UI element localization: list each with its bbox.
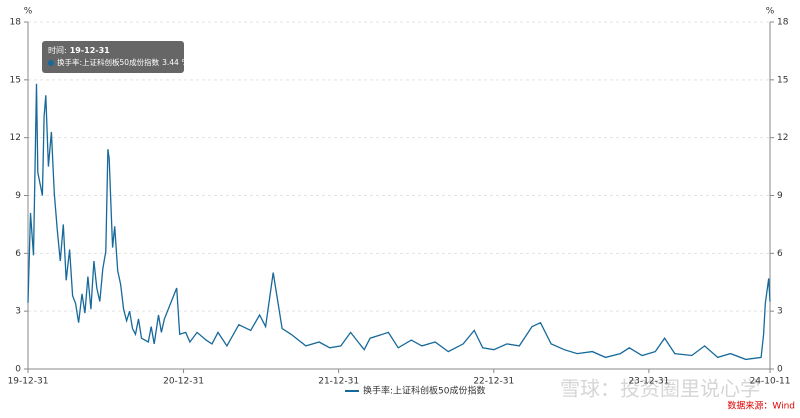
tooltip-time: 时间: 19-12-31 [48,45,110,55]
tooltip-unit: % [182,58,189,67]
x-tick-label: 19-12-31 [8,377,49,387]
y2-unit: % [766,7,775,17]
y-unit: % [24,7,33,17]
y-tick-label: 9 [15,191,21,201]
y-tick-label: 6 [15,249,21,259]
x-tick-label: 24-10-11 [750,377,791,387]
x-tick-label: 20-12-31 [163,377,204,387]
tooltip-value: 换手率:上证科创板50成份指数 3.44% [57,57,189,67]
tooltip-date: 19-12-31 [70,46,110,55]
tooltip-time-label: 时间: [48,45,67,55]
x-tick-label: 22-12-31 [473,377,514,387]
y2-tick-label: 3 [777,307,783,317]
tooltip-number: 3.44 [162,58,179,67]
y2-tick-label: 15 [777,75,788,85]
y-tick-label: 3 [15,307,21,317]
y-tick-label: 0 [15,365,21,375]
y-tick-label: 12 [10,133,21,143]
y-tick-label: 18 [10,18,22,28]
tooltip-series: 换手率:上证科创板50成份指数 [57,57,160,67]
y2-tick-label: 9 [777,191,783,201]
watermark: 雪球：投资圈里说心学 [560,377,760,401]
source: 数据来源：Wind [727,400,795,412]
tooltip: 时间: 19-12-31 换手率:上证科创板50成份指数 3.44% [42,41,189,73]
x-tick-label: 23-12-31 [628,377,669,387]
y2-tick-label: 18 [777,18,789,28]
legend-label: 换手率:上证科创板50成份指数 [363,385,486,397]
y2-tick-label: 12 [777,133,788,143]
x-tick-label: 21-12-31 [318,377,359,387]
y-tick-label: 15 [10,75,21,85]
tooltip-box [42,41,184,73]
y2-tick-label: 6 [777,249,783,259]
tooltip-marker [48,60,54,66]
y2-tick-label: 0 [777,365,783,375]
series-line [27,83,771,361]
